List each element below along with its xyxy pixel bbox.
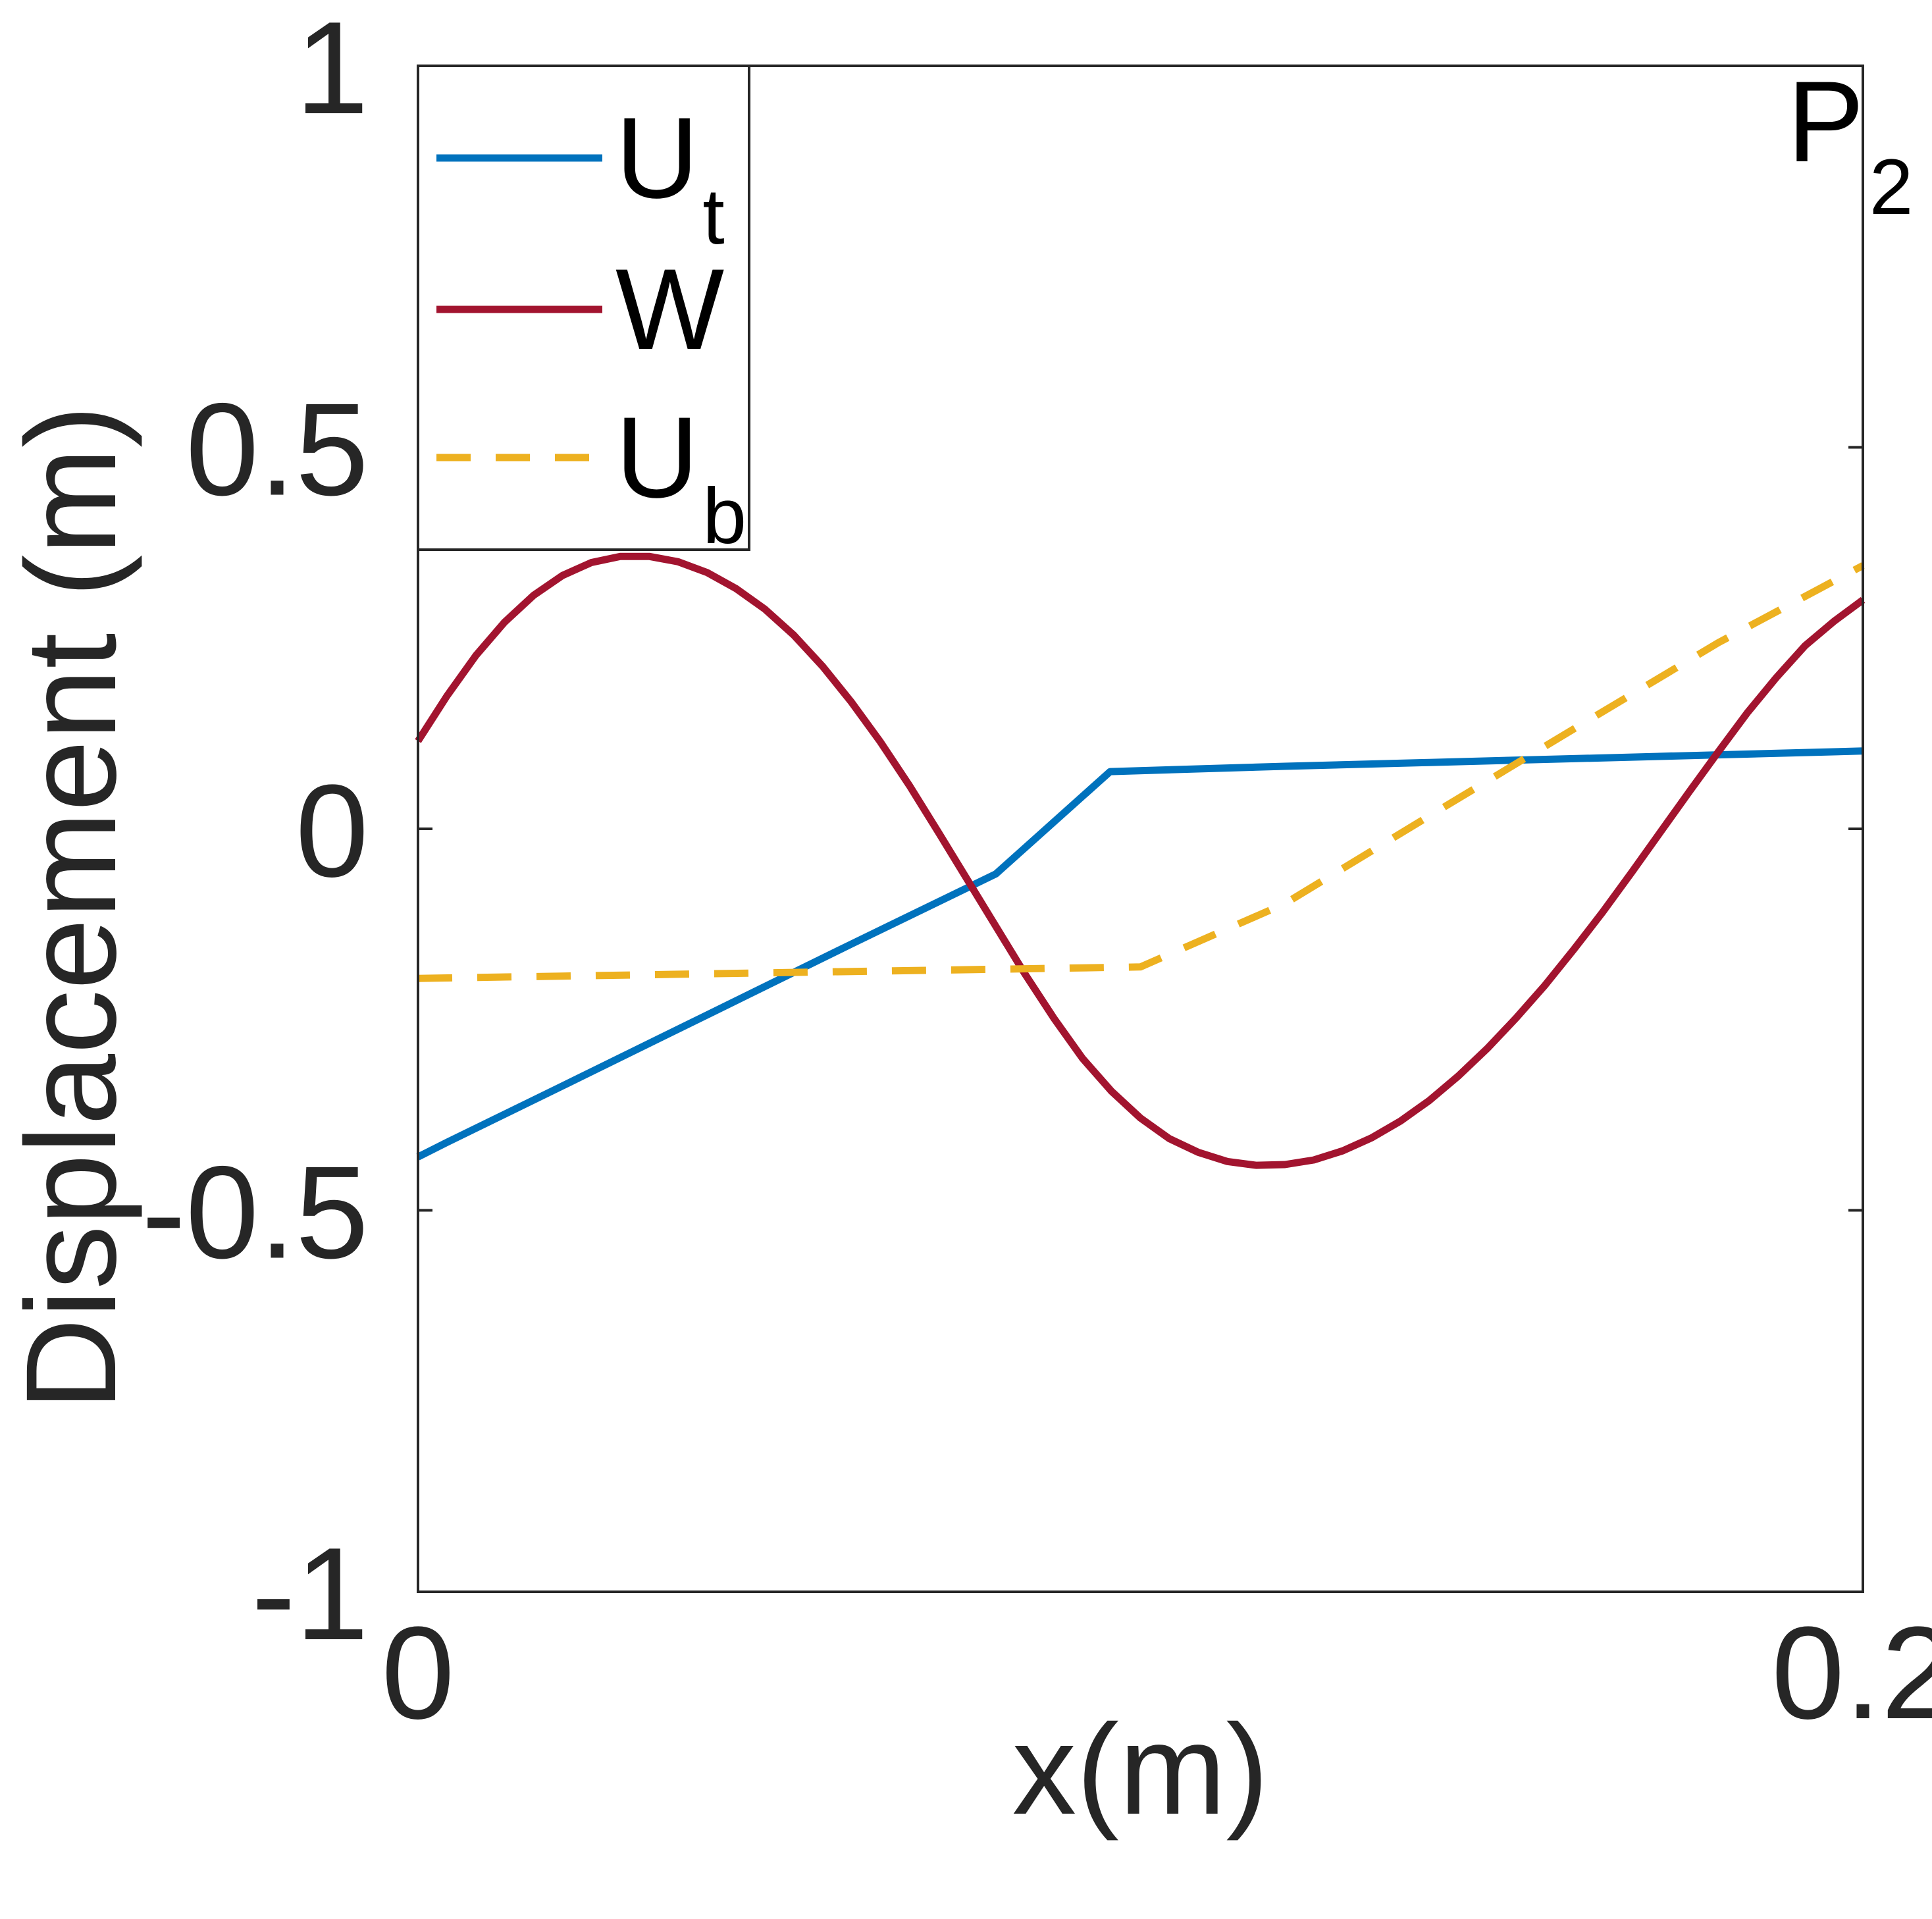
y-tick-label: 1 <box>296 0 369 142</box>
series-line-w <box>415 552 1866 1169</box>
legend-label-sub: b <box>702 472 746 560</box>
panel-annotation-main: P <box>1787 58 1864 186</box>
panel-annotation-sub: 2 <box>1869 143 1914 231</box>
series-line-ub <box>417 562 1865 982</box>
y-tick-label: -0.5 <box>142 1140 369 1286</box>
y-tick-label: 0.5 <box>186 377 369 523</box>
legend-label: W <box>615 246 724 374</box>
panel-annotation: P2 <box>1787 58 1913 231</box>
series-layer <box>415 552 1866 1169</box>
y-axis-label: Displacement (m) <box>0 405 143 1411</box>
legend-label-main: U <box>615 394 698 522</box>
legend-label-main: W <box>615 246 724 374</box>
y-tick-label: -1 <box>251 1521 369 1668</box>
labels-layer: -1 -0.5 0 0.5 1 0 0.2 x(m) Displacement (m) P2 <box>0 0 1932 1841</box>
series-line-ut <box>416 747 1864 1161</box>
legend-label: Ub <box>615 394 746 560</box>
x-tick-label: 0 <box>381 1600 454 1747</box>
legend-label-sub: t <box>702 172 724 261</box>
x-axis-label: x(m) <box>1012 1698 1269 1841</box>
x-tick-label: 0.2 <box>1771 1600 1932 1747</box>
legend-label-main: U <box>615 94 698 223</box>
legend-label: Ut <box>615 94 725 261</box>
y-tick-label: 0 <box>296 758 369 905</box>
